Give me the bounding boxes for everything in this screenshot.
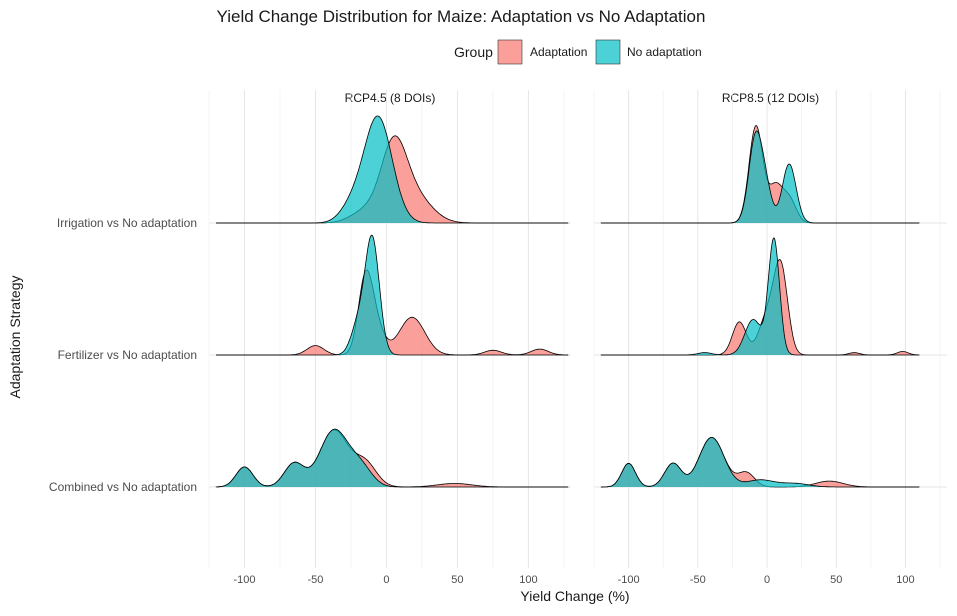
legend-label-no-adaptation: No adaptation xyxy=(627,45,702,59)
grid-layer: RCP4.5 (8 DOIs) -100 -50 0 50 100 RCP8.5 (12 D… xyxy=(49,90,947,586)
facet-title: RCP4.5 (8 DOIs) xyxy=(345,91,436,105)
facet-title: RCP8.5 (12 DOIs) xyxy=(722,91,819,105)
legend: Group Adaptation No adaptation xyxy=(454,39,702,65)
x-tick-label: 100 xyxy=(519,574,537,586)
y-axis-label: Adaptation Strategy xyxy=(7,276,23,399)
legend-label-adaptation: Adaptation xyxy=(530,45,587,59)
ridge-2 xyxy=(600,437,920,488)
y-tick-label: Combined vs No adaptation xyxy=(49,480,197,494)
density-no-adaptation xyxy=(215,428,569,488)
x-tick-label: 50 xyxy=(830,574,842,586)
x-tick-label: -50 xyxy=(690,574,706,586)
density-no-adaptation xyxy=(600,130,920,224)
x-axis-label: Yield Change (%) xyxy=(520,588,629,604)
density-no-adaptation xyxy=(600,237,920,356)
y-tick-label: Irrigation vs No adaptation xyxy=(57,216,197,230)
density-no-adaptation xyxy=(216,115,569,224)
chart-title: Yield Change Distribution for Maize: Ada… xyxy=(217,7,706,26)
x-tick-label: 100 xyxy=(896,574,914,586)
ridge-0 xyxy=(600,125,920,224)
density-adaptation xyxy=(215,429,569,488)
ridge-2 xyxy=(215,428,569,488)
x-tick-label: -100 xyxy=(618,574,640,586)
legend-title: Group xyxy=(454,44,493,60)
ridge-1 xyxy=(600,237,920,356)
x-tick-label: -100 xyxy=(233,574,255,586)
ridge-0 xyxy=(216,115,569,224)
x-tick-label: 0 xyxy=(764,574,770,586)
density-no-adaptation xyxy=(216,234,569,356)
density-no-adaptation xyxy=(600,437,920,488)
y-tick-label: Fertilizer vs No adaptation xyxy=(58,348,197,362)
x-tick-label: 0 xyxy=(383,574,389,586)
x-tick-label: 50 xyxy=(451,574,463,586)
x-tick-label: -50 xyxy=(308,574,324,586)
legend-swatch-no-adaptation xyxy=(595,39,621,65)
ridge-1 xyxy=(216,234,569,356)
legend-swatch-adaptation xyxy=(497,39,523,65)
ridge-layer xyxy=(215,115,920,488)
density-adaptation xyxy=(216,269,569,356)
